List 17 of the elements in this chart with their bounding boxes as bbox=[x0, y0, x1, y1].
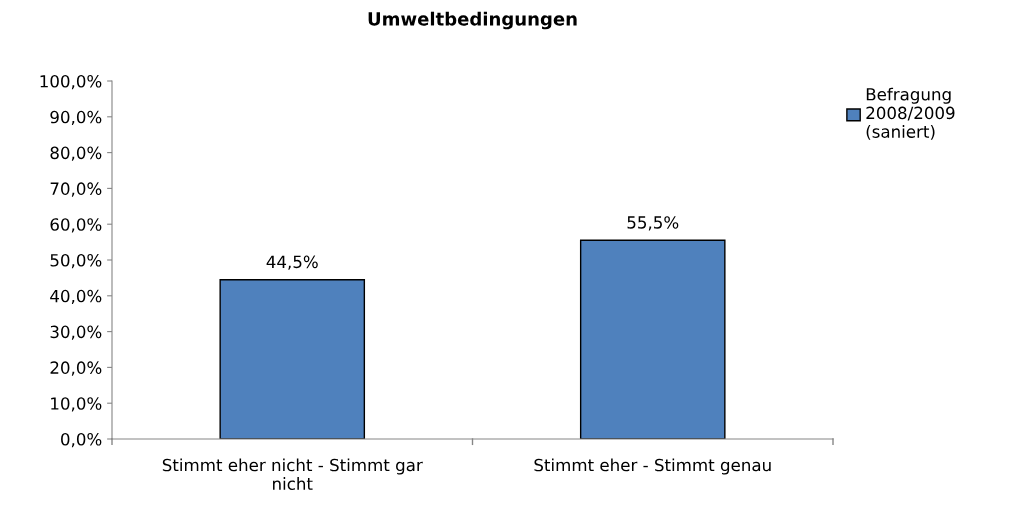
y-tick-label: 80,0% bbox=[50, 146, 102, 161]
y-tick-label: 30,0% bbox=[50, 325, 102, 340]
y-tick-label: 70,0% bbox=[50, 182, 102, 197]
x-tick-label: Stimmt eher - Stimmt genau bbox=[534, 458, 771, 475]
y-tick-label: 90,0% bbox=[50, 110, 102, 126]
y-tick-label: 50,0% bbox=[50, 253, 102, 269]
y-tick-label: 20,0% bbox=[50, 361, 102, 376]
y-tick-label: 60,0% bbox=[50, 218, 102, 233]
x-tick-label: Stimmt eher nicht - Stimmt gar nicht bbox=[162, 458, 423, 491]
y-tick-label: 10,0% bbox=[51, 397, 102, 412]
chart-title: Umweltbedingungen bbox=[368, 11, 577, 30]
legend-label: Befragung 2008/2009 (saniert) bbox=[866, 87, 955, 140]
data-label: 44,5% bbox=[266, 255, 318, 270]
y-tick-label: 40,0% bbox=[50, 289, 102, 305]
y-tick-label: 100,0% bbox=[40, 74, 102, 90]
y-tick-label: 0,0% bbox=[61, 432, 102, 448]
data-label: 55,5% bbox=[627, 216, 679, 231]
